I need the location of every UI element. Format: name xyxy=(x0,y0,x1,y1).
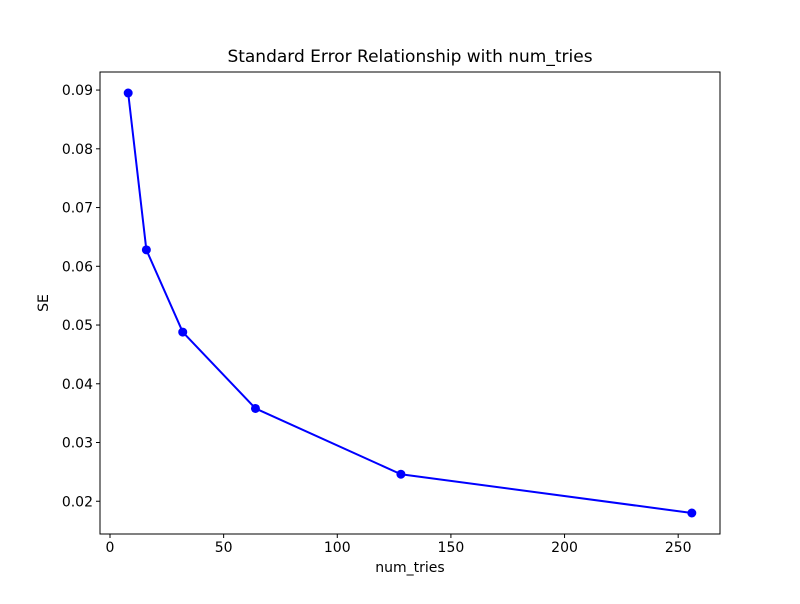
data-series xyxy=(123,88,697,518)
x-axis-label: num_tries xyxy=(375,560,444,576)
data-point xyxy=(250,403,260,413)
x-tick-label: 250 xyxy=(665,540,692,556)
chart-title: Standard Error Relationship with num_tri… xyxy=(227,47,592,67)
y-tick-label: 0.04 xyxy=(62,377,93,393)
y-tick-label: 0.09 xyxy=(62,83,93,99)
x-tick-label: 100 xyxy=(324,540,351,556)
y-tick-label: 0.08 xyxy=(62,142,93,158)
axes-frame xyxy=(99,71,721,535)
data-point xyxy=(687,508,697,518)
series-line xyxy=(127,92,692,514)
axes-spines xyxy=(99,71,721,535)
y-tick-label: 0.07 xyxy=(62,201,93,217)
axis-tick-labels: 0 50 100 150 200 250 0.02 0.03 0.04 0.05 0.06 0.07 0… xyxy=(62,83,692,556)
y-tick-label: 0.06 xyxy=(62,259,93,275)
axis-ticks xyxy=(96,89,679,538)
y-tick-label: 0.02 xyxy=(62,494,93,510)
x-tick-label: 150 xyxy=(438,540,465,556)
data-point xyxy=(178,327,188,337)
x-tick-label: 0 xyxy=(106,540,115,556)
y-axis-label: SE xyxy=(36,294,52,312)
x-tick-label: 200 xyxy=(551,540,578,556)
data-point xyxy=(141,245,151,255)
x-tick-label: 50 xyxy=(215,540,233,556)
data-point xyxy=(396,469,406,479)
data-point xyxy=(123,88,133,98)
y-tick-label: 0.05 xyxy=(62,318,93,334)
y-tick-label: 0.03 xyxy=(62,436,93,452)
